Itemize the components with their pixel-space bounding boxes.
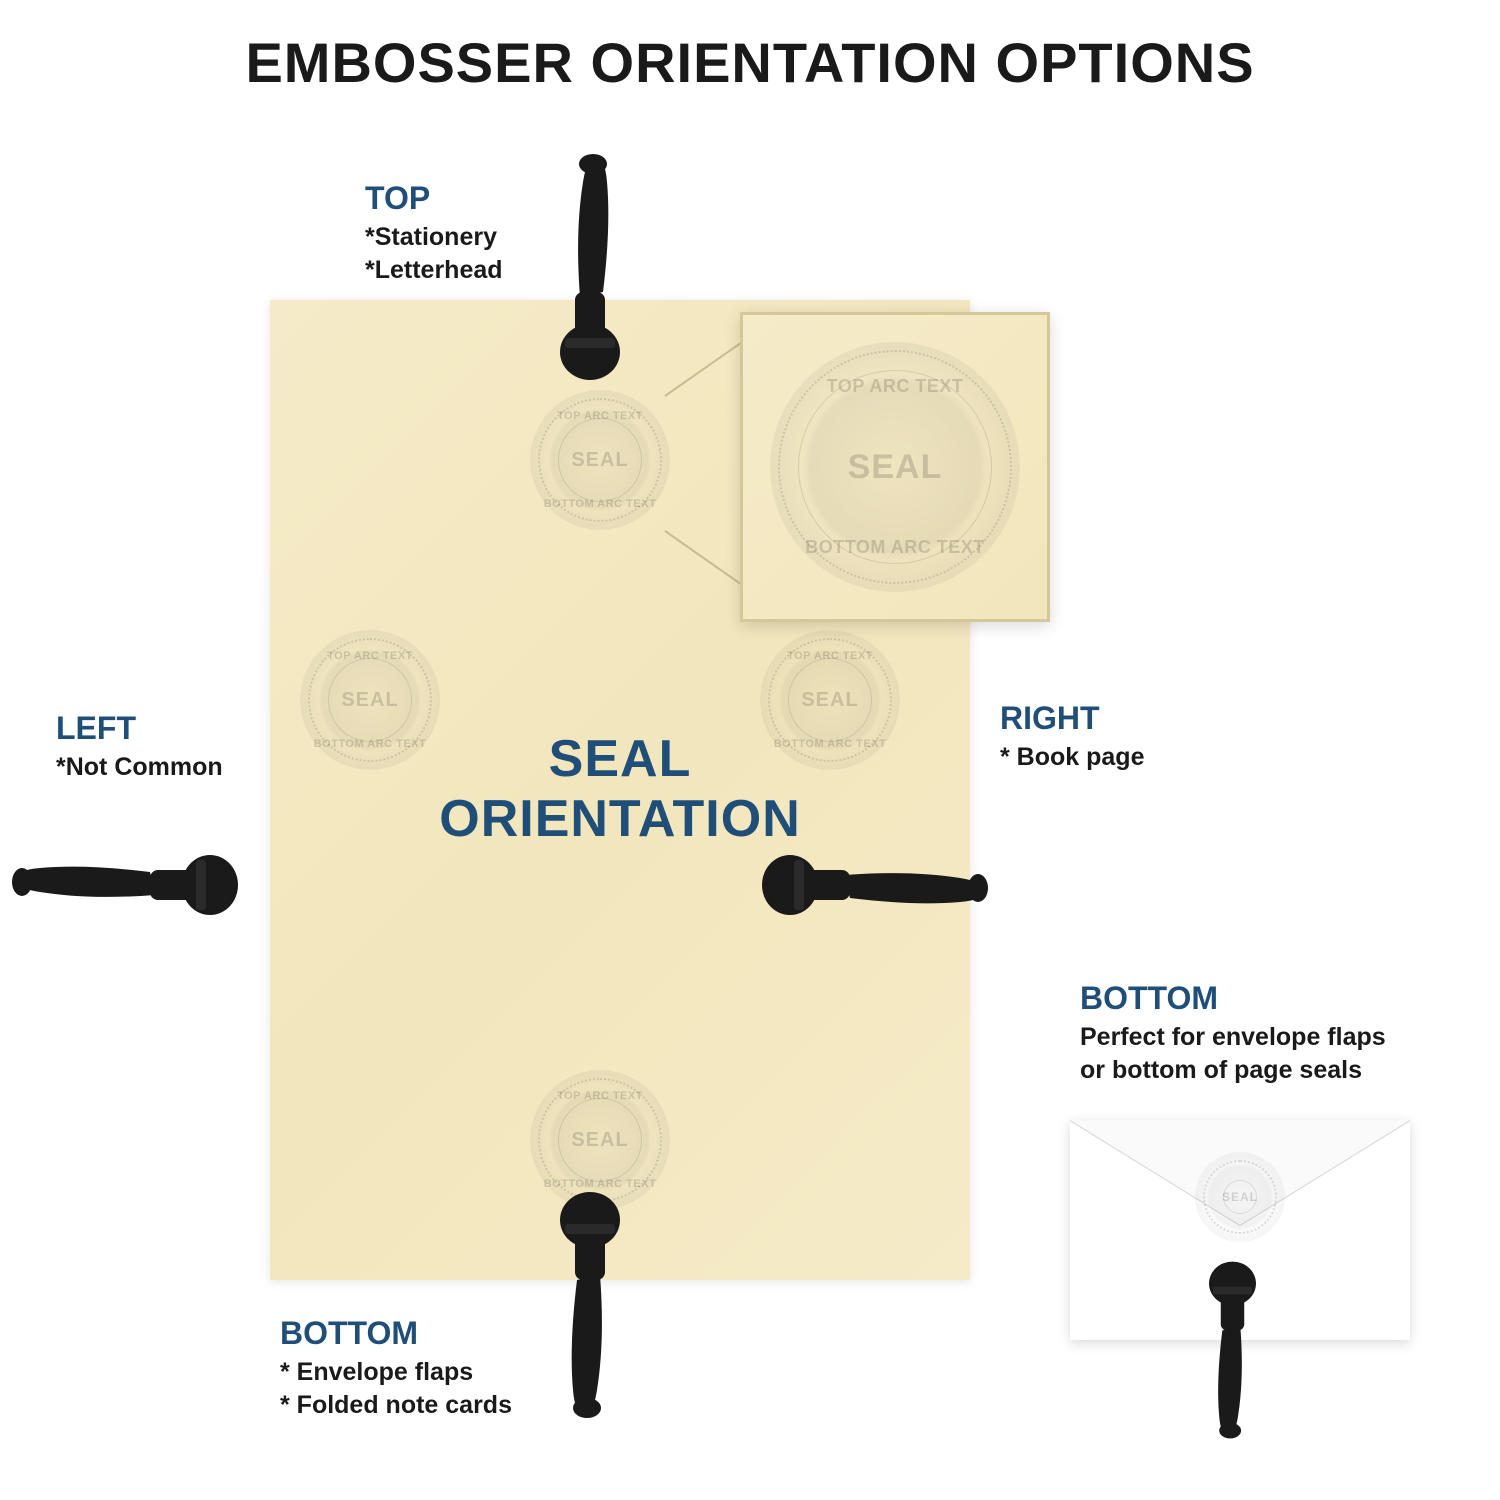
embosser-tool-left xyxy=(10,850,240,920)
label-bottom-line: * Envelope flaps xyxy=(280,1356,512,1389)
page-title: EMBOSSER ORIENTATION OPTIONS xyxy=(0,30,1500,95)
seal-center-text: SEAL xyxy=(571,449,628,472)
label-top: TOP *Stationery *Letterhead xyxy=(365,180,503,286)
paper-center-line1: SEAL xyxy=(439,730,801,790)
seal-zoom-detail: TOP ARC TEXT SEAL BOTTOM ARC TEXT xyxy=(740,312,1050,622)
label-bottom-envelope-title: BOTTOM xyxy=(1080,980,1386,1017)
seal-top-arc: TOP ARC TEXT xyxy=(530,410,670,422)
label-right: RIGHT * Book page xyxy=(1000,700,1144,774)
label-bottom: BOTTOM * Envelope flaps * Folded note ca… xyxy=(280,1315,512,1421)
seal-bottom-arc: BOTTOM ARC TEXT xyxy=(530,498,670,510)
label-top-title: TOP xyxy=(365,180,503,217)
paper-center-label: SEAL ORIENTATION xyxy=(439,730,801,850)
seal-impression-left: TOP ARC TEXT SEAL BOTTOM ARC TEXT xyxy=(300,630,440,770)
embosser-tool-right xyxy=(760,850,990,920)
embosser-tool-bottom xyxy=(555,1190,625,1420)
label-left-title: LEFT xyxy=(56,710,223,747)
label-bottom-title: BOTTOM xyxy=(280,1315,512,1352)
label-right-title: RIGHT xyxy=(1000,700,1144,737)
label-left: LEFT *Not Common xyxy=(56,710,223,784)
label-bottom-envelope-line: Perfect for envelope flaps xyxy=(1080,1021,1386,1054)
seal-impression-top: TOP ARC TEXT SEAL BOTTOM ARC TEXT xyxy=(530,390,670,530)
seal-impression-envelope: SEAL xyxy=(1195,1152,1285,1242)
label-bottom-envelope: BOTTOM Perfect for envelope flaps or bot… xyxy=(1080,980,1386,1086)
label-bottom-line: * Folded note cards xyxy=(280,1389,512,1422)
paper-center-line2: ORIENTATION xyxy=(439,790,801,850)
embosser-tool-top xyxy=(555,152,625,382)
embosser-tool-envelope xyxy=(1205,1260,1260,1440)
label-right-line: * Book page xyxy=(1000,741,1144,774)
seal-impression-right: TOP ARC TEXT SEAL BOTTOM ARC TEXT xyxy=(760,630,900,770)
label-bottom-envelope-line: or bottom of page seals xyxy=(1080,1054,1386,1087)
label-top-line: *Letterhead xyxy=(365,254,503,287)
label-left-line: *Not Common xyxy=(56,751,223,784)
label-top-line: *Stationery xyxy=(365,221,503,254)
seal-impression-zoom: TOP ARC TEXT SEAL BOTTOM ARC TEXT xyxy=(770,342,1020,592)
